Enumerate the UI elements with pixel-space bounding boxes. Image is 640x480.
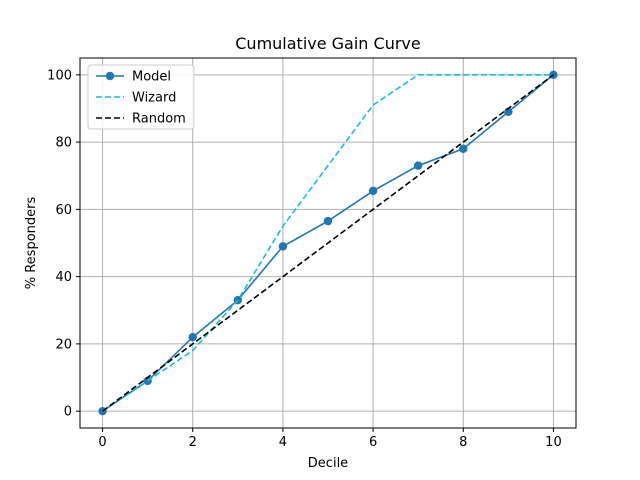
y-tick-label: 80 xyxy=(55,136,72,151)
x-tick-label: 4 xyxy=(279,435,287,450)
model-point xyxy=(323,216,333,226)
y-tick-label: 100 xyxy=(47,68,72,83)
x-tick-label: 6 xyxy=(369,435,377,450)
y-tick-label: 60 xyxy=(55,203,72,218)
series-group xyxy=(98,70,558,416)
model-point xyxy=(278,242,288,251)
model-point xyxy=(368,186,378,196)
model-point xyxy=(188,332,197,342)
legend-label-random: Random xyxy=(132,112,186,127)
x-tick-label: 8 xyxy=(459,435,467,450)
x-tick-label: 2 xyxy=(189,435,197,450)
legend: Model Wizard Random xyxy=(87,64,195,130)
y-tick-label: 20 xyxy=(55,337,72,352)
legend-label-wizard: Wizard xyxy=(132,91,176,106)
legend-box xyxy=(87,64,195,130)
chart-title: Cumulative Gain Curve xyxy=(235,34,420,53)
y-tick-label: 40 xyxy=(55,270,72,285)
x-axis-label: Decile xyxy=(308,456,348,471)
legend-label-model: Model xyxy=(132,70,171,85)
y-tick-label: 0 xyxy=(64,405,72,420)
plot-frame xyxy=(79,57,577,429)
y-axis-label: % Responders xyxy=(24,197,39,290)
model-point xyxy=(413,161,423,170)
x-tick-label: 0 xyxy=(98,435,106,450)
legend-marker-model xyxy=(105,71,115,81)
wizard-series-line xyxy=(102,74,554,412)
random-series-line xyxy=(102,74,554,412)
x-tick-label: 10 xyxy=(545,435,562,450)
model-point xyxy=(459,144,468,154)
model-point xyxy=(504,107,513,117)
